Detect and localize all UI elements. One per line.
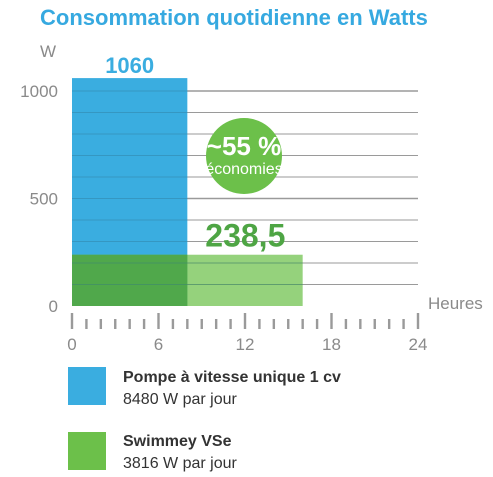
x-minor-tick (287, 319, 290, 329)
y-axis-unit-label: W (40, 42, 56, 61)
x-minor-tick (99, 319, 103, 329)
legend-daily-total-swimmey: 3816 W par jour (123, 455, 238, 472)
x-minor-tick (344, 319, 348, 329)
legend: Pompe à vitesse unique 1 cv 8480 W par j… (68, 367, 341, 472)
x-tick-label: 6 (154, 335, 163, 354)
x-minor-tick (128, 319, 131, 329)
legend-swatch-swimmey (68, 432, 106, 470)
x-minor-tick (301, 319, 304, 329)
x-major-tick (157, 313, 160, 329)
x-minor-tick (373, 319, 376, 329)
x-minor-tick (114, 319, 117, 329)
x-axis (70, 313, 420, 329)
legend-name-swimmey: Swimmey VSe (123, 433, 232, 450)
x-minor-tick (315, 319, 319, 329)
y-tick-label: 0 (49, 297, 58, 316)
x-minor-tick (171, 319, 175, 329)
bars (72, 78, 303, 306)
x-major-tick (330, 313, 333, 329)
x-axis-label: Heures (428, 294, 483, 313)
bar-grid-lines (72, 90, 303, 285)
x-minor-tick (142, 319, 146, 329)
x-minor-tick (186, 319, 189, 329)
y-axis-ticks: 0 500 1000 (20, 82, 58, 316)
x-minor-tick (272, 319, 276, 329)
x-axis-tick-labels: 0 6 12 18 24 (67, 335, 427, 354)
x-minor-tick (387, 319, 391, 329)
legend-swatch-pompe (68, 367, 106, 405)
savings-badge-circle (206, 118, 282, 194)
legend-daily-total-pompe: 8480 W par jour (123, 391, 238, 408)
savings-label: économies (205, 161, 282, 178)
x-major-tick (416, 313, 420, 329)
x-tick-label: 18 (322, 335, 341, 354)
x-minor-tick (214, 319, 218, 329)
x-minor-tick (85, 319, 88, 329)
x-major-tick (70, 313, 74, 329)
x-minor-tick (402, 319, 405, 329)
savings-badge: ~55 % économies (205, 118, 283, 194)
y-tick-label: 500 (30, 190, 58, 209)
savings-percent: ~55 % (207, 131, 281, 161)
bar-value-label-swimmey: 238,5 (205, 218, 285, 254)
chart-title: Consommation quotidienne en Watts (40, 5, 428, 30)
bar-overlap (72, 254, 188, 306)
legend-item-pompe: Pompe à vitesse unique 1 cv 8480 W par j… (68, 367, 341, 408)
x-minor-tick (229, 319, 232, 329)
x-minor-tick (359, 319, 362, 329)
x-major-tick (243, 313, 247, 329)
legend-name-pompe: Pompe à vitesse unique 1 cv (123, 369, 341, 386)
y-tick-label: 1000 (20, 82, 58, 101)
x-tick-label: 0 (67, 335, 76, 354)
bar-value-label-pompe: 1060 (105, 53, 154, 78)
x-minor-tick (200, 319, 203, 329)
x-tick-label: 24 (409, 335, 428, 354)
x-minor-tick (258, 319, 261, 329)
legend-item-swimmey: Swimmey VSe 3816 W par jour (68, 432, 238, 472)
x-tick-label: 12 (236, 335, 255, 354)
